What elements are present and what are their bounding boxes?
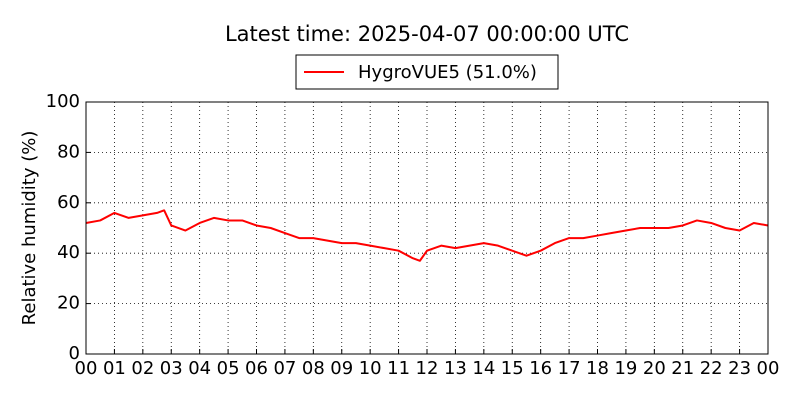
- data-line: [85, 209, 769, 262]
- x-tick-label: 05: [217, 358, 240, 379]
- x-tick-label: 07: [273, 358, 296, 379]
- x-tick-label: 00: [75, 358, 98, 379]
- y-tick-label: 40: [57, 242, 80, 263]
- x-tick-label: 02: [131, 358, 154, 379]
- x-tick-label: 19: [614, 358, 637, 379]
- y-tick-label: 60: [57, 192, 80, 213]
- y-axis-label: Relative humidity (%): [19, 131, 40, 326]
- x-tick-label: 01: [103, 358, 126, 379]
- x-tick-label: 06: [245, 358, 268, 379]
- x-tick-label: 11: [387, 358, 410, 379]
- x-tick-label: 16: [529, 358, 552, 379]
- plot-frame: [85, 101, 769, 355]
- x-tick-label: 14: [472, 358, 495, 379]
- x-tick-label: 17: [558, 358, 581, 379]
- x-tick-label: 04: [188, 358, 211, 379]
- y-tick-label: 100: [46, 91, 80, 112]
- x-tick-label: 08: [302, 358, 325, 379]
- x-tick-label: 21: [671, 358, 694, 379]
- x-tick-label: 23: [728, 358, 751, 379]
- x-tick-label: 22: [700, 358, 723, 379]
- x-tick-label: 12: [416, 358, 439, 379]
- y-tick-label: 20: [57, 293, 80, 314]
- x-tick-label: 03: [160, 358, 183, 379]
- x-tick-label: 18: [586, 358, 609, 379]
- x-tick-label: 09: [330, 358, 353, 379]
- y-tick-label: 0: [69, 343, 80, 364]
- legend-label: HygroVUE5 (51.0%): [358, 62, 537, 83]
- y-tick-label: 80: [57, 141, 80, 162]
- x-tick-label: 20: [643, 358, 666, 379]
- x-tick-label: 13: [444, 358, 467, 379]
- x-tick-label: 10: [359, 358, 382, 379]
- chart-title: Latest time: 2025-04-07 00:00:00 UTC: [225, 22, 629, 46]
- x-tick-label: 15: [501, 358, 524, 379]
- x-tick-label: 00: [757, 358, 780, 379]
